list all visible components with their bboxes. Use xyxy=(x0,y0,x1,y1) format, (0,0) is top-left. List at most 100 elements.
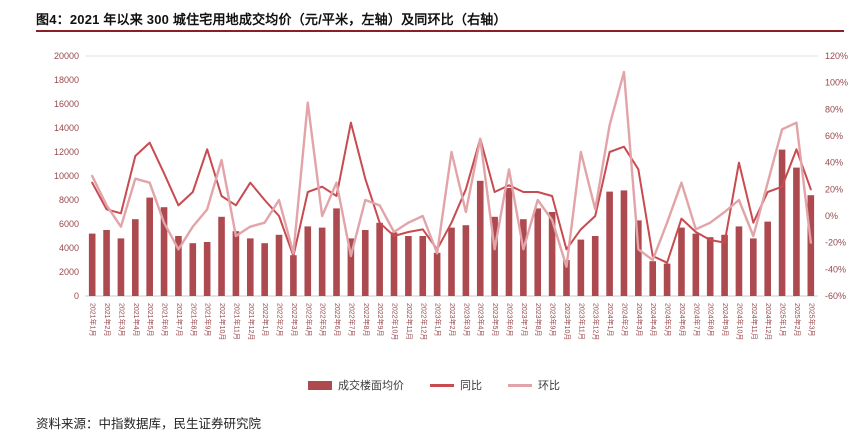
bar xyxy=(304,226,312,296)
right-axis-labels: -60% -40% -20% 0% 20% 40% 60% 80% 100% 120% xyxy=(825,51,848,301)
bar xyxy=(491,216,498,296)
bar xyxy=(750,238,757,296)
mom-line-swatch xyxy=(508,383,532,387)
bar xyxy=(261,243,268,296)
svg-text:100%: 100% xyxy=(825,78,848,88)
bar xyxy=(175,236,182,296)
bar xyxy=(663,263,671,296)
svg-text:18000: 18000 xyxy=(54,75,79,85)
yoy-line-swatch xyxy=(430,383,454,387)
bar xyxy=(577,239,585,296)
svg-text:2023年5月: 2023年5月 xyxy=(491,303,500,336)
bar xyxy=(706,237,714,296)
svg-text:2022年12月: 2022年12月 xyxy=(419,303,428,340)
bar xyxy=(807,195,815,296)
svg-text:2023年2月: 2023年2月 xyxy=(448,303,457,336)
bar xyxy=(462,225,470,296)
svg-text:2022年11月: 2022年11月 xyxy=(405,303,414,340)
legend-label-mom: 环比 xyxy=(538,380,560,392)
svg-text:2022年8月: 2022年8月 xyxy=(362,303,371,336)
bar xyxy=(505,188,513,296)
bar xyxy=(649,261,657,296)
bar xyxy=(117,238,125,296)
svg-text:2024年5月: 2024年5月 xyxy=(664,303,673,336)
bar xyxy=(275,234,283,296)
svg-text:10000: 10000 xyxy=(54,171,79,181)
svg-text:2022年10月: 2022年10月 xyxy=(391,303,400,340)
svg-text:2023年12月: 2023年12月 xyxy=(592,303,601,340)
svg-text:80%: 80% xyxy=(825,104,843,114)
svg-text:2023年4月: 2023年4月 xyxy=(477,303,486,336)
svg-text:2000: 2000 xyxy=(59,267,79,277)
svg-text:2023年7月: 2023年7月 xyxy=(520,303,529,336)
bar xyxy=(333,208,340,296)
svg-text:0: 0 xyxy=(74,291,79,301)
x-axis-labels: 2021年1月 2021年2月 2021年3月 2021年4月 2021年5月 2021年… xyxy=(89,303,817,340)
bar xyxy=(189,243,197,296)
svg-text:2021年10月: 2021年10月 xyxy=(218,303,227,340)
svg-text:2022年4月: 2022年4月 xyxy=(304,303,313,336)
svg-text:6000: 6000 xyxy=(59,219,79,229)
svg-text:12000: 12000 xyxy=(54,147,79,157)
svg-text:14000: 14000 xyxy=(54,123,79,133)
legend-item-yoy: 同比 xyxy=(430,377,482,393)
bar xyxy=(563,260,570,296)
bar xyxy=(721,234,728,296)
legend-label-price: 成交楼面均价 xyxy=(338,380,404,392)
svg-text:2022年5月: 2022年5月 xyxy=(319,303,328,336)
legend-item-price: 成交楼面均价 xyxy=(308,377,404,393)
mom-line xyxy=(90,70,813,268)
bar xyxy=(390,232,398,296)
svg-text:2025年2月: 2025年2月 xyxy=(793,303,802,336)
svg-text:2024年3月: 2024年3月 xyxy=(635,303,644,336)
bars-series xyxy=(88,149,815,296)
svg-text:2024年9月: 2024年9月 xyxy=(721,303,730,336)
svg-text:2023年9月: 2023年9月 xyxy=(549,303,558,336)
svg-text:2022年3月: 2022年3月 xyxy=(290,303,299,336)
svg-text:2024年8月: 2024年8月 xyxy=(707,303,716,336)
svg-text:4000: 4000 xyxy=(59,243,79,253)
figure-title: 图4：2021 年以来 300 城住宅用地成交均价（元/平米，左轴）及同环比（右… xyxy=(36,12,507,27)
svg-text:2023年3月: 2023年3月 xyxy=(462,303,471,336)
svg-text:2023年6月: 2023年6月 xyxy=(505,303,514,336)
svg-text:120%: 120% xyxy=(825,51,848,61)
svg-text:60%: 60% xyxy=(825,131,843,141)
bar xyxy=(103,230,110,296)
title-divider xyxy=(36,30,844,32)
bar xyxy=(534,208,542,296)
bar xyxy=(290,255,297,296)
bar xyxy=(793,167,800,296)
svg-text:2022年6月: 2022年6月 xyxy=(333,303,342,336)
svg-text:2023年8月: 2023年8月 xyxy=(534,303,543,336)
bar xyxy=(203,242,211,296)
svg-text:2021年4月: 2021年4月 xyxy=(132,303,141,336)
bar xyxy=(620,190,628,296)
bar xyxy=(678,227,685,296)
svg-text:-20%: -20% xyxy=(825,238,846,248)
bar xyxy=(548,212,556,296)
bar xyxy=(218,216,225,296)
svg-text:2024年7月: 2024年7月 xyxy=(692,303,701,336)
svg-text:2021年2月: 2021年2月 xyxy=(103,303,112,336)
svg-text:2021年6月: 2021年6月 xyxy=(161,303,170,336)
svg-text:2022年9月: 2022年9月 xyxy=(376,303,385,336)
bar xyxy=(361,230,369,296)
svg-text:2021年12月: 2021年12月 xyxy=(247,303,256,340)
yoy-line xyxy=(91,121,812,264)
bar xyxy=(160,207,168,296)
svg-text:2021年5月: 2021年5月 xyxy=(146,303,155,336)
bar xyxy=(376,222,383,296)
bar xyxy=(88,233,96,296)
bar xyxy=(635,220,642,296)
bar xyxy=(476,180,484,296)
svg-text:2022年1月: 2022年1月 xyxy=(261,303,270,336)
bar xyxy=(735,226,743,296)
svg-text:2025年1月: 2025年1月 xyxy=(779,303,788,336)
legend-label-yoy: 同比 xyxy=(460,380,482,392)
svg-text:2024年2月: 2024年2月 xyxy=(620,303,629,336)
svg-text:2024年1月: 2024年1月 xyxy=(606,303,615,336)
bar xyxy=(405,236,412,296)
svg-text:-60%: -60% xyxy=(825,291,846,301)
svg-text:20%: 20% xyxy=(825,184,843,194)
svg-text:0%: 0% xyxy=(825,211,838,221)
